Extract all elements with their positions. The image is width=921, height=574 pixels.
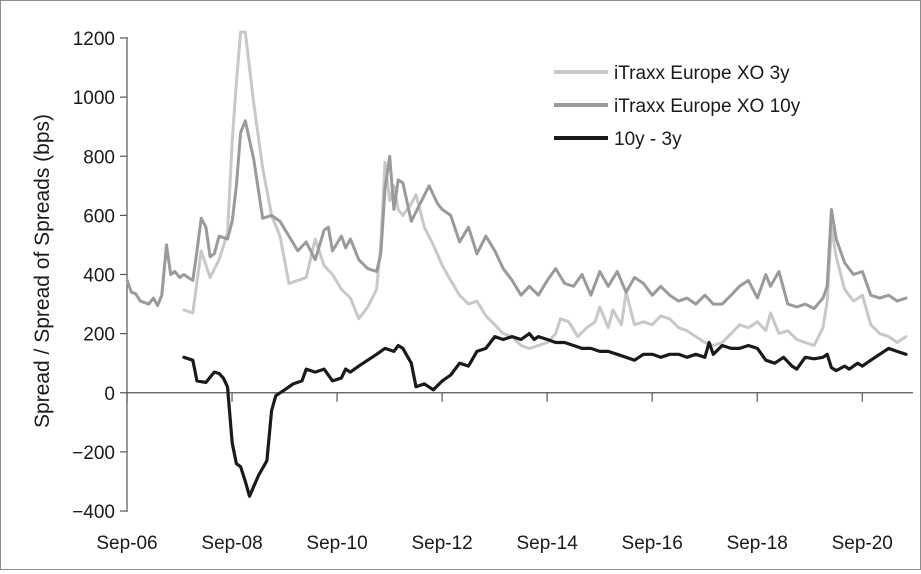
y-tick-label: 1000 — [73, 88, 115, 109]
x-tick-label: Sep-08 — [201, 533, 262, 554]
legend-label-3: 10y - 3y — [614, 129, 682, 150]
y-tick-label: 200 — [83, 325, 115, 346]
x-tick-label: Sep-16 — [622, 533, 683, 554]
y-tick-label: 1200 — [73, 29, 115, 50]
series-line-1 — [182, 30, 908, 350]
y-tick-label: 0 — [104, 384, 115, 405]
series-line-3 — [182, 332, 908, 498]
y-tick-label: 800 — [83, 147, 115, 168]
y-tick-label: 600 — [83, 206, 115, 227]
y-tick-label: 400 — [83, 266, 115, 287]
x-tick-label: Sep-12 — [411, 533, 472, 554]
y-tick-label: −400 — [72, 502, 115, 523]
legend-label-1: iTraxx Europe XO 3y — [614, 63, 790, 84]
legend: iTraxx Europe XO 3y iTraxx Europe XO 10y 1… — [554, 63, 801, 150]
x-tick-label: Sep-14 — [517, 533, 579, 554]
x-tick-label: Sep-18 — [727, 533, 788, 554]
x-tick-label: Sep-20 — [832, 533, 893, 554]
series-line-2 — [125, 119, 908, 310]
legend-label-2: iTraxx Europe XO 10y — [614, 96, 801, 117]
x-tick-label: Sep-06 — [96, 533, 157, 554]
x-tick-label: Sep-10 — [306, 533, 367, 554]
y-axis-title: Spread / Spread of Spreads (bps) — [31, 114, 54, 428]
y-tick-label: −200 — [72, 443, 115, 464]
